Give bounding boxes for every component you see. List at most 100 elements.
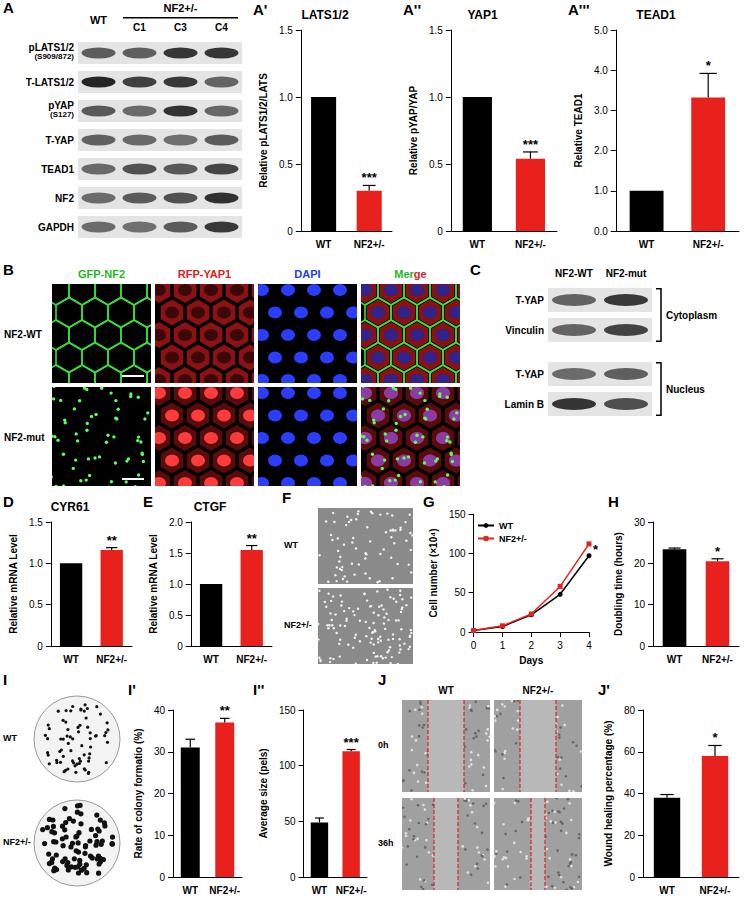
svg-text:1: 1 xyxy=(500,640,506,651)
svg-text:WT: WT xyxy=(667,654,683,665)
svg-text:0.5: 0.5 xyxy=(279,159,293,170)
svg-text:40: 40 xyxy=(154,705,166,716)
svg-text:WT: WT xyxy=(659,885,675,896)
svg-text:150: 150 xyxy=(279,705,296,716)
svg-text:0: 0 xyxy=(437,226,443,237)
svg-text:1.5: 1.5 xyxy=(279,25,293,36)
svg-text:CTGF: CTGF xyxy=(194,500,227,514)
svg-text:NF2+/-: NF2+/- xyxy=(336,885,367,896)
svg-text:Rate of colony formatio (%): Rate of colony formatio (%) xyxy=(133,728,144,858)
svg-text:0: 0 xyxy=(629,872,635,883)
svg-text:NF2+/-: NF2+/- xyxy=(499,534,527,544)
svg-text:0.5: 0.5 xyxy=(169,610,183,621)
svg-text:0: 0 xyxy=(639,641,645,652)
svg-text:WT: WT xyxy=(312,885,328,896)
svg-text:Relative mRNA Level: Relative mRNA Level xyxy=(8,534,19,634)
svg-text:0.5: 0.5 xyxy=(429,159,443,170)
svg-text:0: 0 xyxy=(177,641,183,652)
svg-text:2.0: 2.0 xyxy=(594,145,608,156)
svg-text:***: *** xyxy=(523,137,539,152)
svg-text:TEAD1: TEAD1 xyxy=(636,8,676,22)
html-text:A'': A'' xyxy=(403,1,421,18)
svg-text:1.5: 1.5 xyxy=(29,517,43,528)
svg-text:Days: Days xyxy=(519,655,543,666)
svg-text:*: * xyxy=(706,58,712,73)
svg-text:**: ** xyxy=(220,703,231,718)
svg-text:**: ** xyxy=(107,533,118,548)
svg-text:1.0: 1.0 xyxy=(279,92,293,103)
svg-text:*: * xyxy=(715,544,721,559)
svg-text:Relative TEAD1: Relative TEAD1 xyxy=(573,93,584,167)
svg-text:WT: WT xyxy=(63,654,79,665)
svg-text:100: 100 xyxy=(449,548,466,559)
svg-text:NF2+/-: NF2+/- xyxy=(702,654,733,665)
svg-text:1.0: 1.0 xyxy=(29,558,43,569)
svg-text:30: 30 xyxy=(634,517,646,528)
svg-text:10: 10 xyxy=(154,830,166,841)
svg-text:Cell number (×10⁴): Cell number (×10⁴) xyxy=(428,528,439,617)
svg-text:3.0: 3.0 xyxy=(594,105,608,116)
svg-text:0: 0 xyxy=(287,226,293,237)
svg-text:0: 0 xyxy=(159,872,165,883)
svg-text:1.0: 1.0 xyxy=(169,579,183,590)
svg-text:WT: WT xyxy=(316,239,332,250)
svg-text:WT: WT xyxy=(639,239,655,250)
svg-text:NF2+/-: NF2+/- xyxy=(700,885,731,896)
svg-text:WT: WT xyxy=(470,239,486,250)
svg-text:Doubling time (hours): Doubling time (hours) xyxy=(613,532,624,636)
svg-text:0.5: 0.5 xyxy=(29,599,43,610)
html-text:A''': A''' xyxy=(568,1,590,18)
html-text:WT: WT xyxy=(89,14,108,26)
svg-text:CYR61: CYR61 xyxy=(51,500,90,514)
svg-text:*: * xyxy=(712,730,718,745)
svg-text:1.5: 1.5 xyxy=(429,25,443,36)
svg-text:40: 40 xyxy=(624,788,636,799)
svg-text:NF2+/-: NF2+/- xyxy=(515,239,546,250)
svg-text:NF2+/-: NF2+/- xyxy=(236,654,267,665)
svg-text:WT: WT xyxy=(499,521,513,531)
svg-text:NF2+/-: NF2+/- xyxy=(96,654,127,665)
svg-text:YAP1: YAP1 xyxy=(467,8,498,22)
svg-text:50: 50 xyxy=(284,816,296,827)
svg-text:20: 20 xyxy=(634,558,646,569)
svg-text:NF2+/-: NF2+/- xyxy=(693,239,724,250)
svg-text:1.0: 1.0 xyxy=(594,185,608,196)
svg-text:20: 20 xyxy=(624,830,636,841)
svg-text:10: 10 xyxy=(634,599,646,610)
svg-text:2: 2 xyxy=(529,640,535,651)
svg-text:**: ** xyxy=(247,531,258,546)
svg-text:NF2+/-: NF2+/- xyxy=(209,885,240,896)
svg-text:***: *** xyxy=(344,735,360,750)
svg-text:Average size (pels): Average size (pels) xyxy=(258,748,269,838)
html-text:A': A' xyxy=(253,1,268,18)
svg-text:4.0: 4.0 xyxy=(594,65,608,76)
svg-text:Relative pLATS1/2/LATS: Relative pLATS1/2/LATS xyxy=(258,73,269,188)
svg-text:50: 50 xyxy=(454,587,466,598)
svg-text:1.5: 1.5 xyxy=(169,548,183,559)
svg-text:1.0: 1.0 xyxy=(429,92,443,103)
svg-text:***: *** xyxy=(362,170,378,185)
svg-text:150: 150 xyxy=(449,509,466,520)
svg-text:0: 0 xyxy=(471,640,477,651)
svg-text:0: 0 xyxy=(37,641,43,652)
svg-text:Relative mRNA Level: Relative mRNA Level xyxy=(148,534,159,634)
svg-text:WT: WT xyxy=(203,654,219,665)
svg-text:0: 0 xyxy=(460,627,466,638)
svg-text:20: 20 xyxy=(154,788,166,799)
svg-text:100: 100 xyxy=(279,760,296,771)
svg-text:80: 80 xyxy=(624,705,636,716)
svg-text:WT: WT xyxy=(182,885,198,896)
svg-text:Wound healing percentage (%): Wound healing percentage (%) xyxy=(603,721,614,867)
svg-text:NF2+/-: NF2+/- xyxy=(354,239,385,250)
svg-text:0: 0 xyxy=(290,872,296,883)
svg-text:30: 30 xyxy=(154,746,166,757)
svg-text:LATS1/2: LATS1/2 xyxy=(301,8,348,22)
svg-text:2.0: 2.0 xyxy=(169,517,183,528)
svg-text:4: 4 xyxy=(586,640,592,651)
svg-text:Relative pYAP/YAP: Relative pYAP/YAP xyxy=(408,86,419,176)
svg-text:60: 60 xyxy=(624,746,636,757)
svg-text:0.0: 0.0 xyxy=(594,226,608,237)
svg-text:5.0: 5.0 xyxy=(594,25,608,36)
svg-text:*: * xyxy=(593,542,599,557)
svg-text:3: 3 xyxy=(557,640,563,651)
